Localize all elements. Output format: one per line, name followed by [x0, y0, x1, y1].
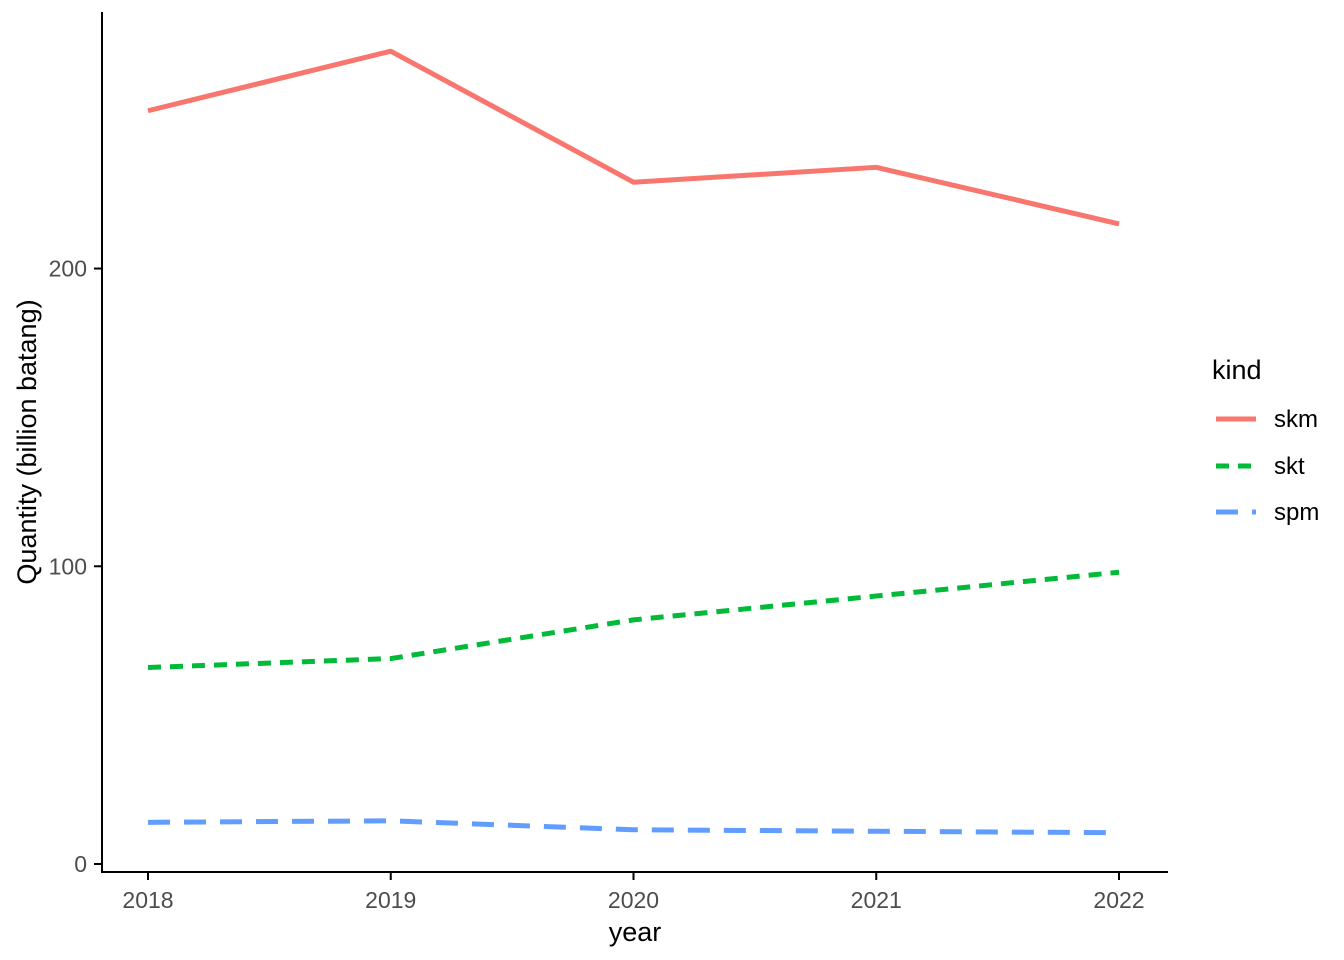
- legend-title: kind: [1212, 355, 1262, 385]
- tick-labels: 0 100 200 2018 2019 2020 2021 2022: [49, 256, 1145, 913]
- legend-label-spm: spm: [1274, 499, 1319, 526]
- legend-label-skm: skm: [1274, 406, 1318, 433]
- x-axis-title: year: [609, 917, 662, 947]
- y-axis-title: Quantity (billion batang): [12, 299, 42, 584]
- x-tick-label: 2022: [1093, 887, 1144, 913]
- series-lines: [147, 48, 1120, 836]
- y-tick-label: 200: [49, 256, 87, 282]
- y-tick-label: 0: [74, 851, 87, 877]
- axes: [94, 12, 1168, 880]
- series-line-skm: [147, 48, 1120, 227]
- legend-label-skt: skt: [1274, 453, 1305, 480]
- x-tick-label: 2018: [122, 887, 173, 913]
- x-tick-label: 2020: [608, 887, 659, 913]
- legend: skm skt spm: [1216, 406, 1319, 526]
- y-tick-label: 100: [49, 553, 87, 579]
- series-line-spm: [147, 818, 1120, 836]
- series-line-skt: [147, 569, 1120, 670]
- x-tick-label: 2021: [851, 887, 902, 913]
- x-tick-label: 2019: [365, 887, 416, 913]
